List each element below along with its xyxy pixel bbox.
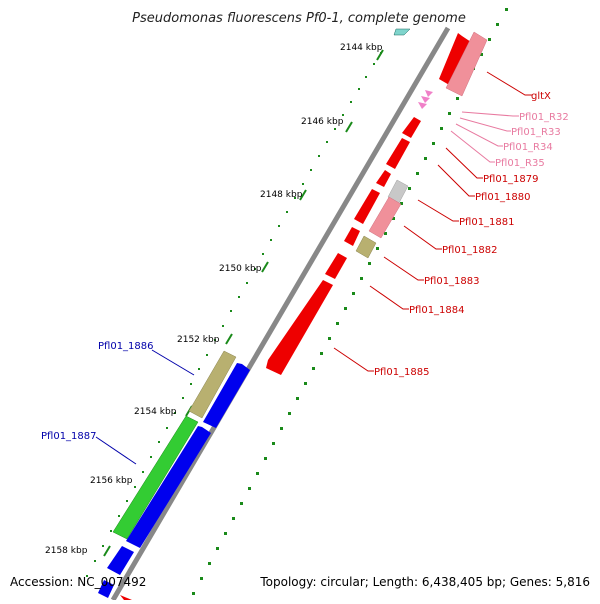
tick-2154: 2154 kbp xyxy=(134,405,193,417)
gene-label-Pfl01_1887[interactable]: Pfl01_1887 xyxy=(41,431,97,442)
gene-label-Pfl01_R34[interactable]: Pfl01_R34 xyxy=(503,142,553,153)
Pfl01_1880-feature[interactable] xyxy=(386,138,410,169)
gltX-rna-feature[interactable] xyxy=(445,31,488,97)
gene-label-Pfl01_1880[interactable]: Pfl01_1880 xyxy=(475,192,531,203)
Pfl01_1886-feature[interactable] xyxy=(188,350,237,419)
tick-label: 2158 kbp xyxy=(45,546,88,556)
tick-2148: 2148 kbp xyxy=(260,189,307,201)
gene-label-gltX[interactable]: gltX xyxy=(531,91,551,102)
gene-label-Pfl01_1882[interactable]: Pfl01_1882 xyxy=(442,245,498,256)
gltX-feature[interactable] xyxy=(439,33,471,86)
tick-label: 2148 kbp xyxy=(260,190,303,200)
Pfl01_1887-feature[interactable] xyxy=(112,415,199,540)
leader-lines-forward xyxy=(333,71,532,372)
trna-features[interactable] xyxy=(418,90,433,109)
tick-label: 2146 kbp xyxy=(301,117,344,127)
Pfl01_1883-feature[interactable] xyxy=(344,227,360,246)
gene-label-Pfl01_1886[interactable]: Pfl01_1886 xyxy=(98,341,154,352)
tick-label: 2144 kbp xyxy=(340,43,383,53)
Pfl01_1879-feature[interactable] xyxy=(402,117,421,138)
Pfl01_1885-feature[interactable] xyxy=(266,280,333,375)
gene-label-Pfl01_1884[interactable]: Pfl01_1884 xyxy=(409,305,465,316)
gene-label-Pfl01_1883[interactable]: Pfl01_1883 xyxy=(424,276,480,287)
tick-2146: 2146 kbp xyxy=(301,117,353,133)
Pfl01_1882-feature[interactable] xyxy=(354,189,380,224)
reverse-cds-3[interactable] xyxy=(107,546,134,575)
Pfl01_1881-feature[interactable] xyxy=(376,170,391,187)
tick-2158: 2158 kbp xyxy=(45,545,111,557)
gene-label-Pfl01_1885[interactable]: Pfl01_1885 xyxy=(374,367,430,378)
reverse-cds-4[interactable] xyxy=(98,580,114,598)
gene-label-Pfl01_1879[interactable]: Pfl01_1879 xyxy=(483,174,539,185)
genome-backbone xyxy=(110,26,451,602)
tick-label: 2154 kbp xyxy=(134,407,177,417)
tick-label: 2152 kbp xyxy=(177,335,220,345)
Pfl01_1884-feature[interactable] xyxy=(325,253,347,279)
gc-dots-outer xyxy=(86,52,382,577)
olive-feature-1883[interactable] xyxy=(355,235,377,259)
gene-label-Pfl01_1881[interactable]: Pfl01_1881 xyxy=(459,217,515,228)
tick-label: 2150 kbp xyxy=(219,264,262,274)
tick-label: 2156 kbp xyxy=(90,476,133,486)
leader-lines-reverse xyxy=(95,349,195,465)
reverse-cds-1[interactable] xyxy=(203,363,250,428)
tick-2150: 2150 kbp xyxy=(219,261,269,274)
rna-feature-1882[interactable] xyxy=(368,196,402,239)
gc-dots-inner xyxy=(192,8,508,595)
gene-label-Pfl01_R32[interactable]: Pfl01_R32 xyxy=(519,112,569,123)
map-title: Pseudomonas fluorescens Pf0-1, complete … xyxy=(132,11,466,26)
genome-summary-text: Topology: circular; Length: 6,438,405 bp… xyxy=(259,575,590,589)
accession-text: Accession: NC_007492 xyxy=(10,575,146,589)
reverse-cds-2[interactable] xyxy=(126,426,211,548)
tick-2144: 2144 kbp xyxy=(340,43,384,61)
gene-label-Pfl01_R35[interactable]: Pfl01_R35 xyxy=(495,158,545,169)
tick-2152: 2152 kbp xyxy=(177,333,233,345)
gene-label-Pfl01_R33[interactable]: Pfl01_R33 xyxy=(511,127,561,138)
bottom-edge-feature xyxy=(120,595,132,600)
top-edge-feature xyxy=(393,28,411,36)
